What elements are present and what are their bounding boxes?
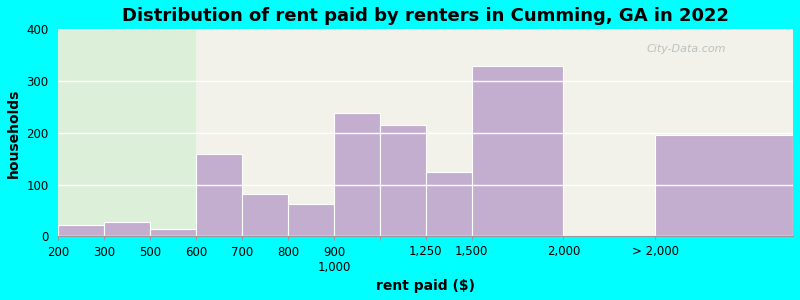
Bar — [242, 194, 288, 236]
Bar — [196, 29, 793, 236]
Bar — [58, 29, 196, 236]
Bar — [196, 154, 242, 236]
Y-axis label: households: households — [7, 88, 21, 178]
Bar — [334, 113, 380, 236]
Text: City-Data.com: City-Data.com — [646, 44, 726, 54]
Bar — [472, 65, 563, 236]
Title: Distribution of rent paid by renters in Cumming, GA in 2022: Distribution of rent paid by renters in … — [122, 7, 730, 25]
Bar — [150, 229, 196, 236]
X-axis label: rent paid ($): rent paid ($) — [376, 279, 475, 293]
Bar — [58, 225, 104, 236]
Bar — [288, 204, 334, 236]
Bar — [104, 223, 150, 236]
Bar — [426, 172, 472, 236]
Bar — [655, 136, 793, 236]
Bar — [380, 125, 426, 236]
